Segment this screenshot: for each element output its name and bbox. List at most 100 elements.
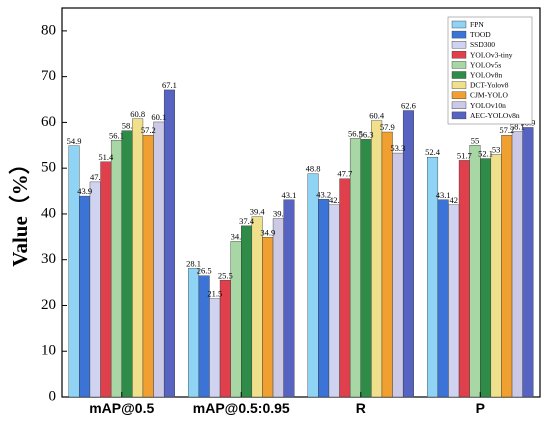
bar <box>188 268 200 398</box>
legend-swatch <box>451 71 467 79</box>
bar <box>458 160 470 398</box>
bar <box>480 158 492 398</box>
bar <box>132 118 144 398</box>
bar-value-label: 34.9 <box>260 227 275 237</box>
bar-value-label: 51.7 <box>457 150 472 160</box>
legend-label: SSD300 <box>470 40 495 49</box>
legend-label: CJM-YOLO <box>470 91 509 100</box>
legend-label: YOLOv8n <box>470 71 502 80</box>
x-category-label: R <box>356 400 366 416</box>
bar-value-label: 52.1 <box>478 149 493 159</box>
legend-label: AEC-YOLOv8n <box>470 111 520 120</box>
bar <box>153 121 165 398</box>
bar-value-label: 62.6 <box>401 101 416 111</box>
bar <box>89 181 101 398</box>
bar <box>381 131 393 398</box>
bar-value-label: 34. <box>231 231 242 241</box>
legend-label: YOLOv10n <box>470 101 506 110</box>
bars-layer <box>68 89 534 398</box>
y-tick-label: 60 <box>41 114 56 130</box>
bar-value-label: 58. <box>122 121 133 131</box>
bar <box>68 145 80 398</box>
bar-value-label: 28.1 <box>186 258 201 268</box>
y-tick-label: 10 <box>41 343 56 359</box>
bar-value-label: 21.5 <box>207 289 222 299</box>
bar <box>437 199 449 398</box>
x-category-label: mAP@0.5:0.95 <box>193 400 290 416</box>
bar <box>241 225 253 398</box>
legend-swatch <box>451 81 467 89</box>
legend-label: YOLOv5s <box>470 60 501 69</box>
bar <box>142 135 154 398</box>
legend-swatch <box>451 41 467 49</box>
bar-value-label: 53.3 <box>390 143 405 153</box>
bar-value-label: 54.9 <box>67 136 82 146</box>
bar-value-label: 47. <box>90 172 101 182</box>
x-category-label: mAP@0.5 <box>89 400 154 416</box>
bar-value-label: 43.2 <box>316 189 331 199</box>
bar-value-label: 37.4 <box>239 216 255 226</box>
legend-swatch <box>451 61 467 69</box>
bar <box>371 120 383 398</box>
axis-layer: 0 10 20 30 40 50 60 70 80 mAP@0.5 mAP@0.5:0.95 R P <box>41 22 485 416</box>
plot-border <box>61 7 541 398</box>
bar <box>110 140 122 398</box>
legend-label: DCT-Yolov8 <box>470 81 509 90</box>
bar <box>318 199 330 398</box>
bar <box>272 218 284 398</box>
legend-label: FPN <box>470 20 484 29</box>
bar <box>121 130 133 398</box>
bar-value-label: 43.1 <box>282 190 297 200</box>
legend-label: TOOD <box>470 30 491 39</box>
y-tick-label: 70 <box>41 68 56 84</box>
bar <box>392 152 404 398</box>
bar-value-label: 53 <box>492 144 501 154</box>
bar-value-label: 39.4 <box>250 207 266 217</box>
data-labels-layer: 54.9 28.1 48.8 52.4 43.9 26.5 43.2 43.1 47. 21.5 4… <box>67 80 536 299</box>
legend-swatch <box>451 20 467 29</box>
bar-value-label: 26.5 <box>197 266 212 276</box>
legend-label: YOLOv3-tiny <box>470 50 513 59</box>
bar <box>511 131 523 398</box>
bar-value-label: 25.5 <box>218 270 233 280</box>
bar <box>490 154 502 398</box>
bar-value-label: 57.2 <box>141 125 156 135</box>
bar <box>262 237 274 398</box>
bar-value-label: 60.8 <box>130 109 145 119</box>
bar <box>79 195 91 398</box>
y-tick-label: 20 <box>41 297 56 313</box>
y-tick-label: 50 <box>41 160 56 176</box>
bar <box>402 110 414 398</box>
y-tick-label: 0 <box>49 388 57 404</box>
bar-value-label: 43.1 <box>436 190 451 200</box>
bar <box>251 216 263 398</box>
bar-value-label: 60.1 <box>151 112 166 122</box>
bar-value-label: 39. <box>273 209 284 219</box>
bar-value-label: 42 <box>450 195 459 205</box>
bar-value-label: 57.9 <box>380 122 395 132</box>
bar-value-label: 51.4 <box>98 152 114 162</box>
bar-value-label: 42. <box>329 195 340 205</box>
legend-swatch <box>451 51 467 59</box>
legend-swatch <box>451 111 467 120</box>
bar-value-label: 67.1 <box>162 80 177 90</box>
bar-value-label: 60.4 <box>369 111 385 121</box>
plot-frame <box>61 7 541 398</box>
bar-value-label: 43.9 <box>77 186 92 196</box>
bar <box>230 241 242 398</box>
bar-value-label: 58.1 <box>510 122 525 132</box>
bar <box>469 145 481 398</box>
bar <box>448 204 460 398</box>
bar <box>328 204 340 398</box>
y-tick-label: 40 <box>41 205 56 221</box>
bar <box>501 135 513 398</box>
bar <box>100 161 112 398</box>
legend-swatch <box>451 30 467 39</box>
bar <box>360 139 372 398</box>
y-tick-label: 80 <box>41 22 56 38</box>
bar-value-label: 57.2 <box>499 125 514 135</box>
bar <box>209 298 221 398</box>
bar-value-label: 56.1 <box>109 130 124 140</box>
